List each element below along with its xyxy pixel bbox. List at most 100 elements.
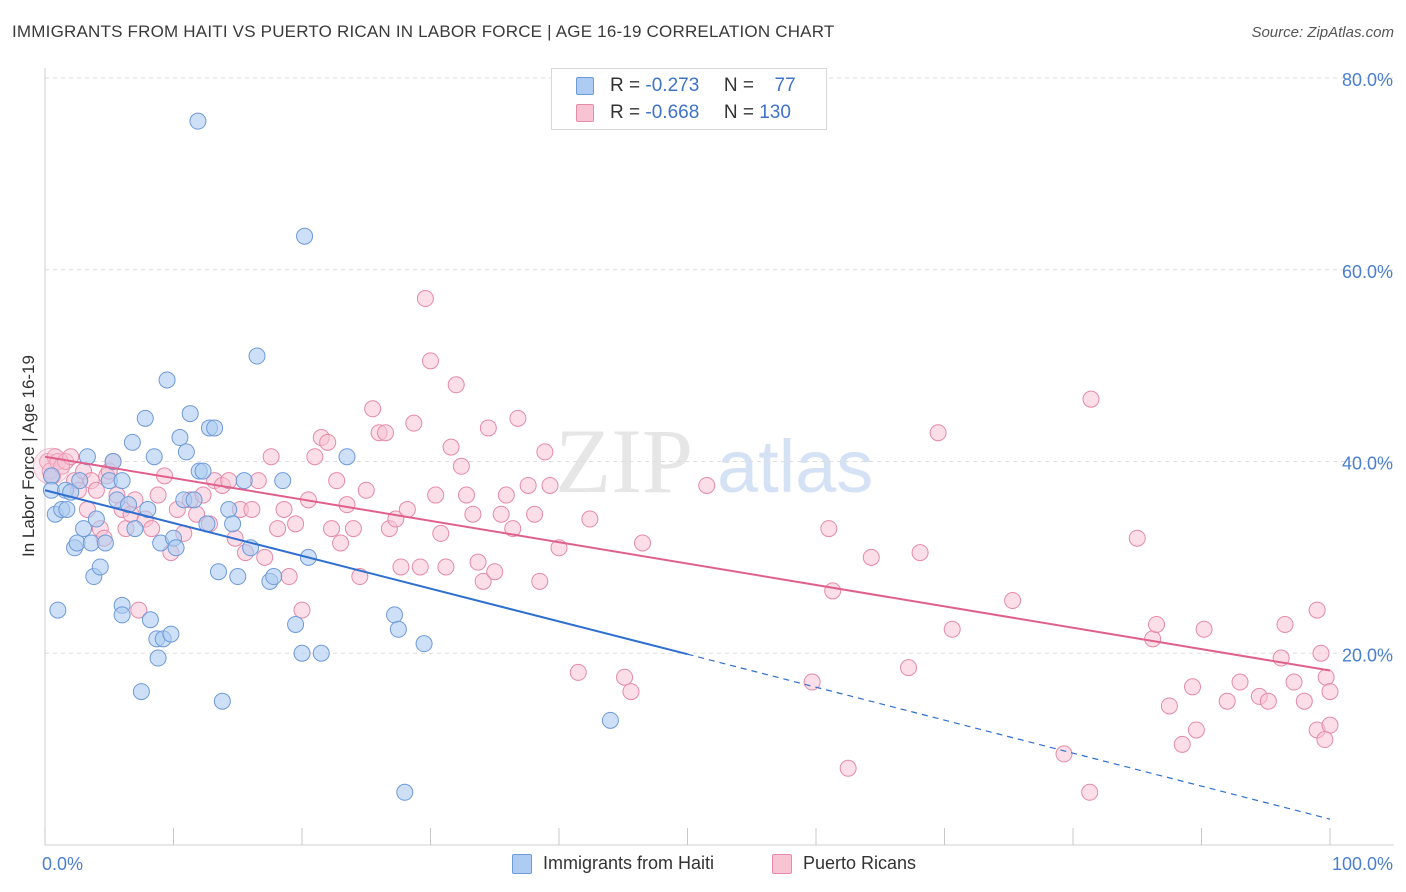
haiti-point [120,496,138,514]
pr-point [1160,697,1178,715]
haiti-point [206,419,224,437]
pr-point [280,568,298,586]
pr-point [338,496,356,514]
bottom-haiti-swatch [512,854,532,874]
pr-point [497,486,515,504]
haiti-point [68,534,86,552]
y-tick-label: 80.0% [1342,70,1393,90]
pr-point [293,601,311,619]
haiti-point [185,491,203,509]
haiti-point [213,692,231,710]
pr-point [1082,390,1100,408]
pr-point [364,400,382,418]
pr-trend-line [44,455,1331,672]
y-axis-label: In Labor Force | Age 16-19 [19,355,38,557]
pr-point [457,486,475,504]
haiti-point [49,601,67,619]
haiti-point [235,472,253,490]
haiti-point [113,472,131,490]
pr-point [87,481,105,499]
haiti-point [158,371,176,389]
pr-point [287,515,305,533]
x-tick-label-min: 0.0% [42,854,83,874]
pr-point [469,553,487,571]
pr-point [622,683,640,701]
pr-point [344,520,362,538]
pr-point [405,414,423,432]
pr-point [275,500,293,518]
haiti-point [141,611,159,629]
haiti-point [194,462,212,480]
haiti-point [71,472,89,490]
haiti-point [415,635,433,653]
pr-point [474,572,492,590]
pr-point [1321,683,1339,701]
legend-pr-n-label: N = [723,102,754,123]
pr-point [1231,673,1249,691]
pr-point [1259,692,1277,710]
pr-point [824,582,842,600]
legend-haiti-text: R = -0.273 N = 77 [610,75,796,97]
pr-point [1218,692,1236,710]
pr-point [492,505,510,523]
legend-haiti-r-label: R = [610,75,641,96]
source-label: Source: ZipAtlas.com [1251,24,1394,41]
pr-point [464,505,482,523]
pr-point [803,673,821,691]
y-tick-label: 20.0% [1342,645,1393,665]
trend-lines [44,455,1331,820]
legend-haiti-r-value: -0.273 [645,75,700,96]
pr-point [581,510,599,528]
pr-point [427,486,445,504]
haiti-point [75,520,93,538]
y-tick-label: 40.0% [1342,454,1393,474]
pr-point [1148,615,1166,633]
haiti-point [389,620,407,638]
watermark: ZIP atlas [555,410,873,512]
pr-point [900,659,918,677]
haiti-trend-extension [687,653,1331,820]
haiti-point [209,563,227,581]
pr-point [541,476,559,494]
pr-point [479,419,497,437]
pr-point [486,563,504,581]
pr-point [1308,601,1326,619]
haiti-point [396,783,414,801]
pr-point [377,424,395,442]
haiti-point [296,227,314,245]
haiti-point [167,539,185,557]
pr-point [319,433,337,451]
legend-haiti-n-value: 77 [774,75,796,96]
haiti-point [265,568,283,586]
pr-point [328,472,346,490]
pr-point [256,548,274,566]
pr-point [357,481,375,499]
haiti-point [132,683,150,701]
pr-point [392,558,410,576]
pr-point [437,558,455,576]
pr-point [1285,673,1303,691]
tick-labels: 20.0% 40.0% 60.0% 80.0% 0.0% 100.0% [42,70,1393,874]
x-tick-label-max: 100.0% [1332,854,1393,874]
pr-point [149,486,167,504]
haiti-point [42,467,60,485]
pr-point [442,438,460,456]
pr-point [1312,644,1330,662]
pr-point [269,520,287,538]
pr-point [519,476,537,494]
haiti-trend-line [44,489,688,656]
pr-point [447,376,465,394]
haiti-point [386,606,404,624]
legend-haiti-n-label: N = [723,75,754,96]
haiti-point [136,409,154,427]
pr-point [306,448,324,466]
pr-point [698,476,716,494]
pr-point [1276,615,1294,633]
bottom-pr-label: Puerto Ricans [803,853,917,873]
haiti-point [113,606,131,624]
haiti-point [96,534,114,552]
pr-point [616,668,634,686]
haiti-point [293,644,311,662]
pr-point [262,448,280,466]
